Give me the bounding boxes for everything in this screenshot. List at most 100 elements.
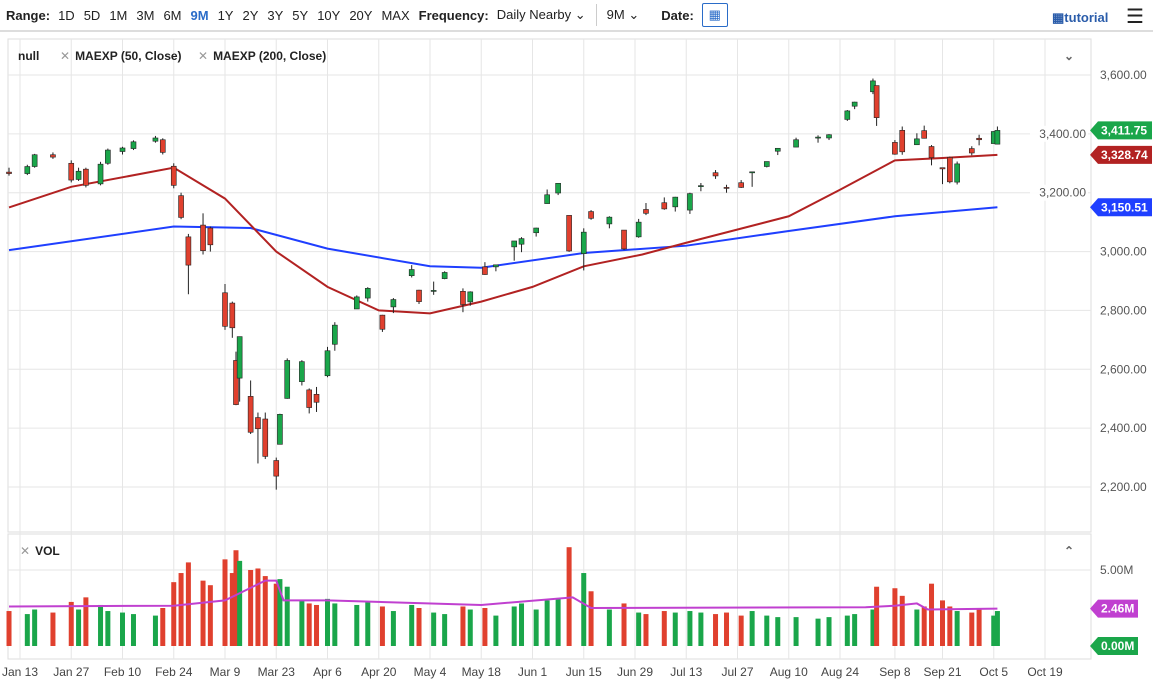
volume-bar	[416, 608, 422, 646]
legend-ma200: ✕ MAEXP (200, Close)	[198, 49, 326, 63]
remove-study-icon[interactable]: ✕	[60, 49, 71, 63]
x-tick-label: Feb 10	[104, 665, 142, 679]
volume-bar	[914, 609, 920, 646]
volume-bar	[6, 611, 12, 646]
volume-bar	[954, 611, 960, 646]
candle-body	[606, 216, 613, 225]
x-tick-label: May 4	[414, 665, 447, 679]
volume-bar	[262, 576, 268, 646]
candle-body	[555, 182, 561, 194]
candle-body	[566, 215, 572, 252]
candle-body	[441, 272, 448, 279]
volume-bar	[899, 595, 905, 646]
range-3m[interactable]: 3M	[136, 7, 155, 23]
legend-volume: ✕ VOL	[20, 544, 60, 558]
volume-bar	[365, 601, 371, 646]
x-tick-label: Sep 8	[879, 665, 911, 679]
range-1d[interactable]: 1D	[58, 7, 75, 23]
volume-bar	[581, 573, 587, 646]
volume-bar	[83, 597, 89, 646]
frequency-select[interactable]: Daily Nearby ⌄	[497, 7, 586, 23]
candle-body	[976, 137, 982, 141]
candle-body	[416, 289, 422, 302]
candle-body	[947, 157, 953, 183]
period-value: 9M	[606, 7, 625, 22]
menu-icon[interactable]: ☰	[1126, 6, 1144, 28]
volume-bar	[991, 615, 997, 646]
candle-body	[364, 288, 371, 299]
ma50-value-tag	[1090, 145, 1152, 164]
x-tick-label: Sep 21	[923, 665, 961, 679]
x-tick-label: Feb 24	[155, 665, 193, 679]
volume-bar	[379, 606, 385, 646]
price-chart[interactable]: Jan 13 Jan 27 Feb 10 Feb 24 Mar 9 Mar 23 Apr 6…	[0, 38, 1153, 687]
range-9m[interactable]: 9M	[190, 7, 209, 23]
x-tick-label: Mar 23	[258, 665, 296, 679]
candle-body	[273, 460, 280, 477]
x-tick-label: Apr 20	[361, 665, 397, 679]
candle-body	[921, 130, 927, 139]
candle-body	[844, 110, 851, 120]
candle-body	[207, 227, 214, 246]
ma200-line	[8, 206, 998, 269]
volume-bar	[431, 612, 437, 646]
candle-body	[482, 266, 488, 275]
y-tick-label-bg	[1030, 184, 1088, 201]
range-6m[interactable]: 6M	[163, 7, 182, 23]
last-price-tag-text: 3,411.75	[1101, 123, 1147, 137]
range-5d[interactable]: 5D	[83, 7, 101, 23]
range-1y[interactable]: 1Y	[217, 7, 234, 23]
volume-ma-tag	[1090, 599, 1138, 618]
y-tick-label: 2,200.00	[1100, 480, 1147, 494]
x-tick-label: Oct 5	[979, 665, 1008, 679]
range-2y[interactable]: 2Y	[242, 7, 259, 23]
candle-body	[643, 209, 649, 214]
volume-bar	[237, 560, 243, 646]
candle-body	[24, 166, 31, 174]
divider	[595, 4, 597, 26]
candle-body	[928, 146, 935, 158]
volume-bar	[738, 615, 744, 646]
collapse-chevron-icon[interactable]: ⌄	[1064, 49, 1075, 63]
remove-study-icon[interactable]: ✕	[198, 49, 209, 63]
x-tick-label: Jul 27	[721, 665, 753, 679]
volume-last-tag-text: 0.00M	[1101, 639, 1134, 653]
volume-bar	[826, 617, 832, 646]
legend-volume-label: VOL	[35, 544, 60, 558]
volume-bar	[120, 612, 125, 646]
candle-body	[390, 299, 397, 308]
y-tick-label: 2,400.00	[1100, 421, 1147, 435]
remove-study-icon[interactable]: ✕	[20, 544, 31, 558]
range-3y[interactable]: 3Y	[267, 7, 284, 23]
y-tick-label: 3,400.00	[1039, 127, 1086, 141]
volume-bar	[222, 559, 228, 646]
date-label: Date:	[661, 7, 694, 23]
candle-body	[723, 187, 730, 189]
candle-body	[262, 418, 269, 457]
volume-bar	[533, 609, 539, 646]
candle-body	[815, 136, 821, 139]
frequency-value: Daily Nearby	[496, 7, 572, 22]
period-select[interactable]: 9M ⌄	[607, 7, 640, 23]
candle-body	[467, 291, 474, 303]
x-tick-label: Jun 1	[518, 665, 548, 679]
volume-bar	[921, 606, 927, 646]
y-tick-label: 2,600.00	[1100, 362, 1147, 376]
range-1m[interactable]: 1M	[109, 7, 128, 23]
volume-bar	[892, 588, 898, 646]
volume-bar	[621, 603, 627, 646]
candle-body	[580, 231, 587, 254]
candle-body	[672, 196, 679, 208]
x-tick-label: Jul 13	[670, 665, 702, 679]
range-20y[interactable]: 20Y	[349, 7, 373, 23]
collapse-volume-icon[interactable]: ⌃	[1064, 544, 1075, 558]
volume-bar	[460, 606, 466, 646]
volume-bar	[852, 614, 858, 646]
chevron-down-icon: ⌄	[574, 7, 586, 22]
calendar-icon[interactable]: ▦	[701, 3, 728, 27]
range-10y[interactable]: 10Y	[317, 7, 341, 23]
range-max[interactable]: MAX	[381, 7, 410, 23]
candle-body	[284, 360, 291, 399]
tutorial-link[interactable]: ▦tutorial	[1052, 10, 1108, 26]
range-5y[interactable]: 5Y	[292, 7, 309, 23]
